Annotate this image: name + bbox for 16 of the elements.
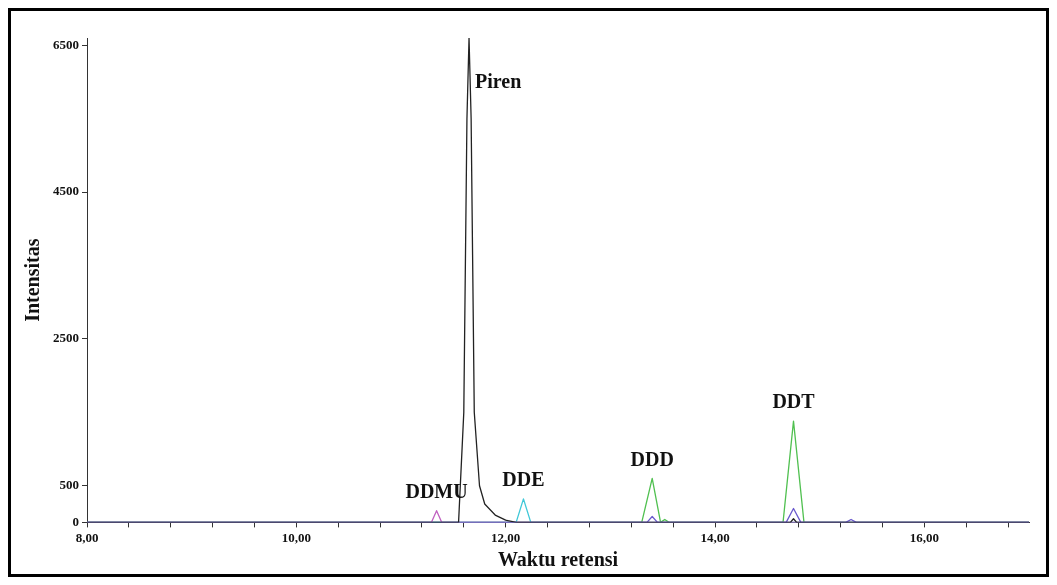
x-axis-title: Waktu retensi bbox=[497, 548, 619, 571]
y-tick-label: 4500 bbox=[53, 183, 79, 199]
x-tick-label: 16,00 bbox=[909, 529, 939, 545]
y-axis-title: Intensitas bbox=[21, 238, 44, 322]
annotation: Piren bbox=[475, 70, 522, 93]
y-tick-label: 500 bbox=[59, 477, 79, 493]
x-tick-label: 10,00 bbox=[281, 529, 311, 545]
x-tick-label: 8,00 bbox=[75, 529, 99, 545]
x-tick-label: 12,00 bbox=[491, 529, 521, 545]
annotation: DDD bbox=[630, 447, 674, 470]
annotation: DDT bbox=[772, 390, 816, 413]
y-tick-label: 2500 bbox=[53, 330, 79, 346]
y-tick-label: 0 bbox=[72, 513, 79, 529]
x-tick-label: 14,00 bbox=[700, 529, 730, 545]
annotation: DDE bbox=[502, 468, 545, 491]
y-tick-label: 6500 bbox=[53, 36, 79, 52]
